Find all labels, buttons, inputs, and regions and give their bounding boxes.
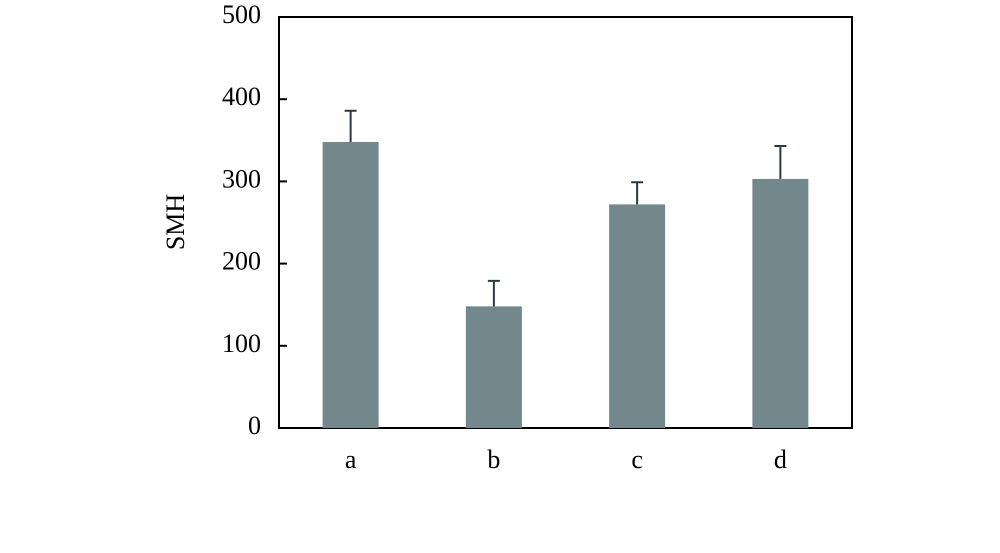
error-bar [344,109,357,142]
error-bar [487,279,500,307]
bar [465,306,522,428]
error-bar [631,181,644,205]
x-tick-label: c [631,445,643,474]
x-tick-label: d [774,445,787,474]
plot-frame [278,16,853,429]
bar [752,178,809,428]
y-tick-label: 500 [222,0,261,29]
y-tick-label: 0 [248,411,261,440]
y-tick-label: 300 [222,164,261,193]
y-tick-label: 100 [222,329,261,358]
bar [609,204,666,428]
x-tick-label: b [487,445,500,474]
x-tick-label: a [345,445,357,474]
y-tick-label: 200 [222,247,261,276]
bar [322,141,379,428]
y-axis-label: SMH [161,194,190,251]
error-bar [774,145,787,179]
y-tick-label: 400 [222,82,261,111]
